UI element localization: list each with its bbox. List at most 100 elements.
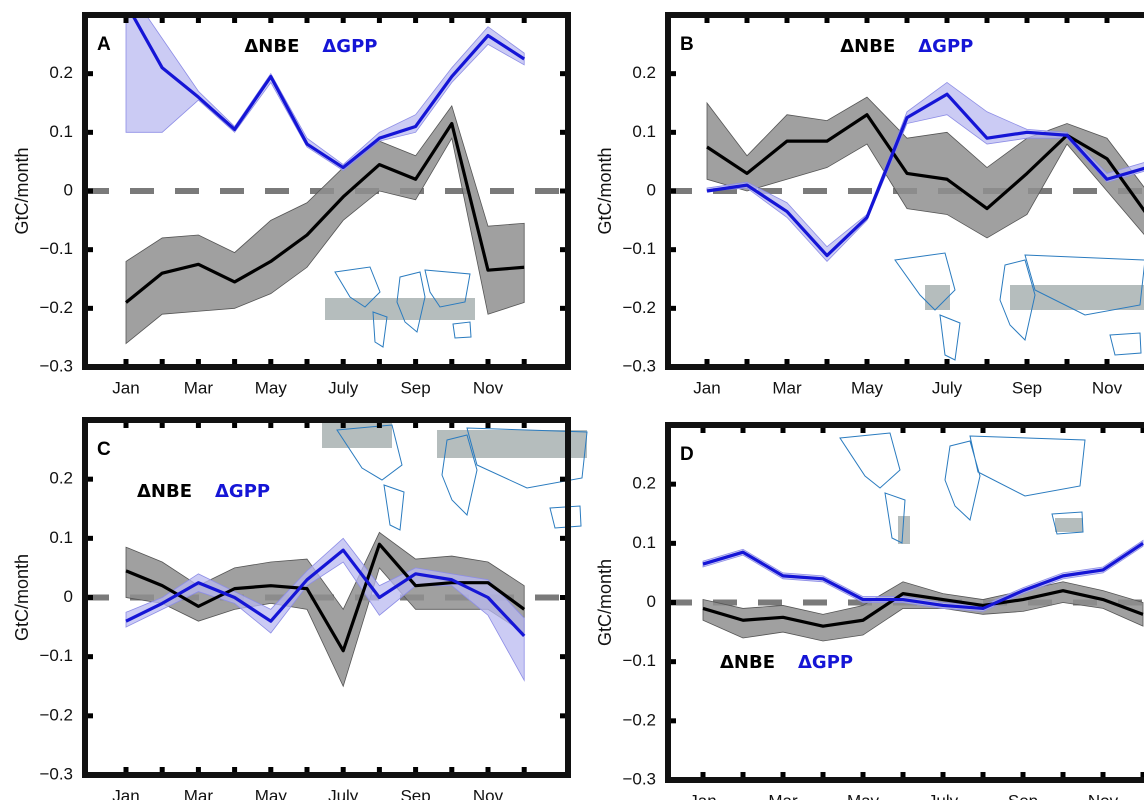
y-tick-mark	[85, 535, 93, 541]
axes-frame	[665, 12, 1144, 370]
plot-area	[85, 15, 568, 345]
x-tick-mark	[232, 359, 238, 367]
series-line	[125, 548, 526, 638]
y-tick-mark	[560, 476, 568, 482]
y-tick-mark	[668, 659, 676, 665]
x-tick-mark	[268, 767, 274, 775]
y-tick-mark	[668, 129, 676, 135]
x-tick-mark	[376, 15, 382, 23]
y-tick-label: −0.2	[39, 705, 73, 724]
map-outline	[334, 266, 472, 348]
x-tick-mark	[1140, 772, 1144, 780]
x-tick-mark	[740, 772, 746, 780]
y-tick-label: −0.3	[622, 356, 656, 375]
x-tick-mark	[159, 767, 165, 775]
x-tick-label: Jan	[689, 791, 716, 800]
map-outline	[839, 432, 1086, 544]
x-tick-mark	[195, 359, 201, 367]
y-tick-label: −0.2	[39, 298, 73, 317]
x-tick-mark	[159, 15, 165, 23]
x-tick-mark	[268, 420, 274, 428]
x-tick-mark	[521, 420, 527, 428]
y-tick-label: −0.2	[622, 710, 656, 729]
x-tick-mark	[521, 359, 527, 367]
y-tick-mark	[85, 71, 93, 77]
x-tick-mark	[824, 15, 830, 23]
y-tick-label: −0.1	[39, 239, 73, 258]
x-tick-mark	[944, 359, 950, 367]
y-tick-mark	[85, 595, 93, 600]
x-tick-label: Mar	[772, 378, 802, 397]
x-tick-mark	[485, 420, 491, 428]
y-tick-mark	[560, 129, 568, 135]
y-tick-label: −0.1	[39, 646, 73, 665]
y-tick-mark	[668, 188, 676, 194]
x-tick-mark	[376, 420, 382, 428]
x-tick-mark	[195, 15, 201, 23]
x-tick-label: Mar	[184, 378, 214, 397]
y-tick-mark	[668, 247, 676, 253]
x-tick-mark	[304, 420, 310, 428]
x-tick-label: July	[328, 786, 359, 800]
x-tick-mark	[304, 767, 310, 775]
x-tick-mark	[744, 15, 750, 23]
series-line	[702, 589, 1144, 628]
y-tick-mark	[560, 654, 568, 660]
panel-label: A	[97, 34, 111, 55]
x-tick-mark	[449, 767, 455, 775]
x-tick-mark	[268, 359, 274, 367]
x-tick-mark	[860, 772, 866, 780]
x-tick-label: Sep	[400, 378, 430, 397]
x-tick-mark	[195, 420, 201, 428]
x-tick-mark	[704, 15, 710, 23]
panel-label: B	[680, 34, 694, 55]
x-tick-mark	[1020, 425, 1026, 433]
x-tick-label: July	[328, 378, 359, 397]
y-tick-mark	[85, 305, 93, 311]
x-tick-mark	[159, 359, 165, 367]
axes-frame	[82, 417, 571, 778]
y-tick-label: 0.2	[632, 63, 656, 82]
y-axis-label: GtC/month	[595, 559, 615, 646]
map-outline	[894, 252, 1144, 361]
legend-entry: ΔNBE	[720, 652, 775, 673]
map-band	[925, 285, 950, 310]
x-tick-mark	[413, 767, 419, 775]
y-tick-label: −0.1	[622, 239, 656, 258]
x-tick-label: Mar	[184, 786, 214, 800]
y-tick-label: 0.1	[49, 122, 73, 141]
legend-entry: ΔGPP	[798, 652, 853, 673]
y-tick-mark	[668, 305, 676, 311]
x-tick-mark	[232, 15, 238, 23]
map-inset	[894, 252, 1144, 361]
x-tick-mark	[1100, 425, 1106, 433]
x-tick-label: Nov	[1092, 378, 1123, 397]
y-tick-mark	[85, 188, 93, 194]
x-tick-mark	[521, 767, 527, 775]
y-axis-label: GtC/month	[595, 147, 615, 234]
x-tick-label: May	[847, 791, 880, 800]
y-tick-mark	[560, 247, 568, 253]
x-tick-mark	[824, 359, 830, 367]
y-tick-label: −0.2	[622, 298, 656, 317]
series-line	[130, 15, 526, 170]
x-tick-mark	[123, 15, 129, 23]
y-tick-mark	[668, 600, 676, 605]
y-tick-mark	[560, 71, 568, 77]
x-tick-mark	[944, 15, 950, 23]
x-tick-label: July	[928, 791, 959, 800]
legend-entry: ΔNBE	[244, 36, 299, 57]
y-tick-label: −0.1	[622, 651, 656, 670]
y-tick-label: 0	[647, 592, 656, 611]
x-tick-mark	[304, 359, 310, 367]
x-tick-mark	[784, 359, 790, 367]
y-tick-mark	[560, 188, 568, 194]
y-axis-label: GtC/month	[12, 554, 32, 641]
axes-frame	[82, 12, 571, 370]
y-tick-label: −0.3	[39, 764, 73, 783]
x-tick-mark	[449, 420, 455, 428]
x-tick-label: Nov	[473, 378, 504, 397]
x-tick-mark	[232, 767, 238, 775]
y-tick-label: −0.3	[39, 356, 73, 375]
